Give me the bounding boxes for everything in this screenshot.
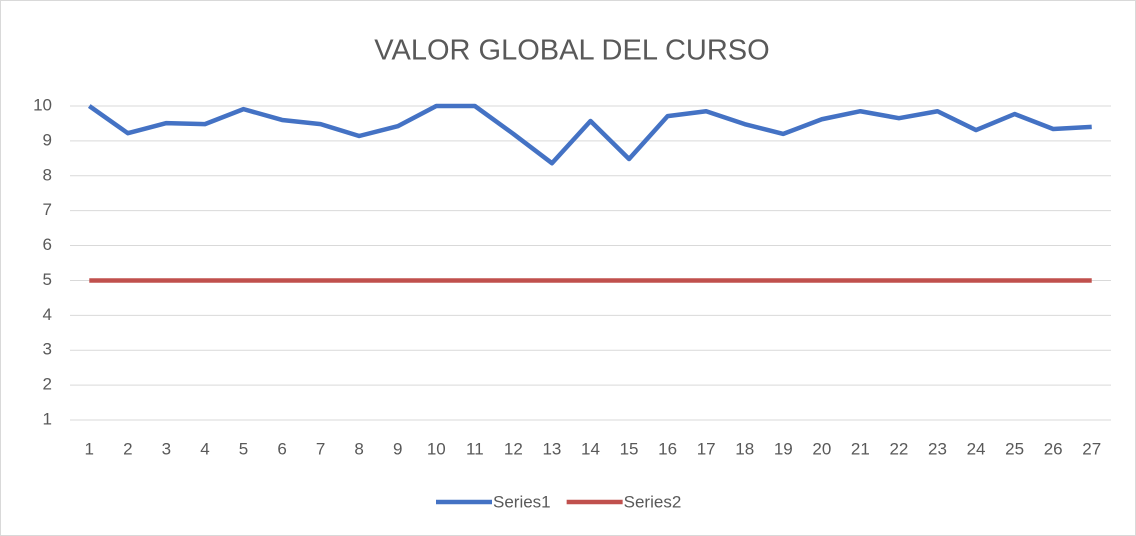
x-tick-label: 9 xyxy=(393,439,402,458)
y-tick-label: 5 xyxy=(43,270,52,289)
y-tick-label: 9 xyxy=(43,130,52,149)
x-tick-label: 8 xyxy=(354,439,363,458)
x-tick-label: 18 xyxy=(735,439,754,458)
y-tick-label: 8 xyxy=(43,165,52,184)
x-tick-label: 23 xyxy=(928,439,947,458)
x-tick-label: 24 xyxy=(967,439,986,458)
x-tick-label: 27 xyxy=(1082,439,1101,458)
x-tick-label: 5 xyxy=(239,439,248,458)
x-tick-label: 22 xyxy=(889,439,908,458)
x-tick-label: 25 xyxy=(1005,439,1024,458)
chart-title: VALOR GLOBAL DEL CURSO xyxy=(374,35,769,67)
y-tick-label: 2 xyxy=(43,375,52,394)
x-tick-label: 10 xyxy=(427,439,446,458)
x-tick-label: 17 xyxy=(697,439,716,458)
x-tick-label: 26 xyxy=(1044,439,1063,458)
y-tick-label: 10 xyxy=(33,95,52,114)
x-tick-label: 21 xyxy=(851,439,870,458)
x-tick-label: 19 xyxy=(774,439,793,458)
x-tick-label: 16 xyxy=(658,439,677,458)
legend-label: Series2 xyxy=(624,492,682,511)
x-tick-label: 20 xyxy=(812,439,831,458)
x-tick-label: 7 xyxy=(316,439,325,458)
x-tick-label: 4 xyxy=(200,439,209,458)
x-tick-label: 2 xyxy=(123,439,132,458)
x-tick-label: 14 xyxy=(581,439,600,458)
x-tick-label: 13 xyxy=(542,439,561,458)
y-tick-label: 7 xyxy=(43,200,52,219)
x-tick-label: 1 xyxy=(85,439,94,458)
y-tick-label: 4 xyxy=(43,305,52,324)
x-tick-label: 3 xyxy=(162,439,171,458)
series-line xyxy=(87,103,1092,166)
y-tick-label: 1 xyxy=(43,409,52,428)
x-tick-label: 15 xyxy=(620,439,639,458)
x-tick-label: 11 xyxy=(466,439,484,458)
x-tick-label: 6 xyxy=(277,439,286,458)
y-tick-label: 3 xyxy=(43,340,52,359)
y-tick-label: 6 xyxy=(43,235,52,254)
legend-label: Series1 xyxy=(493,492,551,511)
x-tick-label: 12 xyxy=(504,439,523,458)
